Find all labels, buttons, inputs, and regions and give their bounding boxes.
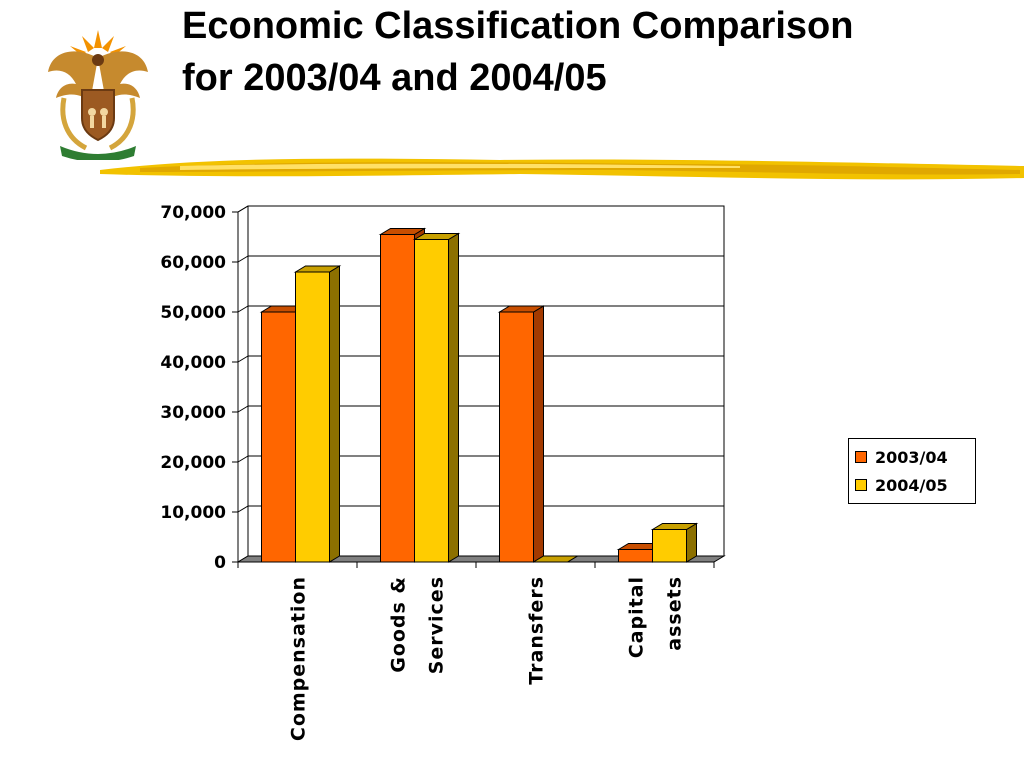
y-tick-label: 70,000	[160, 203, 226, 223]
bar-2003-04-cat-3-side	[533, 305, 544, 563]
y-tick-label: 30,000	[160, 403, 226, 423]
legend-label-2003-04: 2003/04	[875, 447, 948, 467]
bar-2004-05-cat-4	[652, 529, 687, 563]
coat-of-arms-icon	[48, 30, 148, 160]
bar-2003-04-cat-1	[261, 311, 296, 563]
y-tick-label: 60,000	[160, 253, 226, 273]
bar-2003-04-cat-2	[380, 234, 415, 563]
bar-2003-04-cat-3	[499, 311, 534, 563]
y-tick-label: 0	[214, 553, 226, 573]
y-tick-label: 10,000	[160, 503, 226, 523]
x-category-label: Goods &	[388, 576, 410, 673]
side-wall-gridline	[237, 405, 249, 413]
side-wall-gridline	[237, 355, 249, 363]
legend-item-2004-05: 2004/05	[855, 471, 969, 499]
bar-2004-05-cat-1-side	[329, 265, 340, 563]
chart-legend: 2003/04 2004/05	[848, 438, 976, 504]
bar-2004-05-cat-4-side	[686, 522, 697, 563]
y-tick-label: 40,000	[160, 353, 226, 373]
legend-swatch-2004-05	[855, 479, 867, 491]
side-wall-gridline	[237, 505, 249, 513]
legend-item-2003-04: 2003/04	[855, 443, 969, 471]
legend-label-2004-05: 2004/05	[875, 475, 948, 495]
bar-2004-05-cat-1	[295, 271, 330, 563]
x-category-label: Services	[426, 576, 448, 674]
bar-2004-05-cat-2-side	[448, 232, 459, 563]
x-category-label: Capital	[626, 576, 648, 658]
bar-2003-04-cat-4	[618, 549, 653, 563]
y-tick-label: 20,000	[160, 453, 226, 473]
x-category-label: Transfers	[526, 576, 548, 685]
page-title: Economic Classification Comparison for 2…	[182, 5, 854, 99]
x-category-label: Compensation	[288, 576, 310, 741]
y-tick-label: 50,000	[160, 303, 226, 323]
side-wall-gridline	[237, 255, 249, 263]
brush-stroke-divider	[100, 158, 1024, 180]
side-wall-gridline	[237, 305, 249, 313]
side-wall-top	[237, 205, 249, 213]
legend-swatch-2003-04	[855, 451, 867, 463]
bar-2004-05-cat-2	[414, 239, 449, 563]
side-wall-gridline	[237, 455, 249, 463]
x-category-label: assets	[664, 576, 686, 651]
